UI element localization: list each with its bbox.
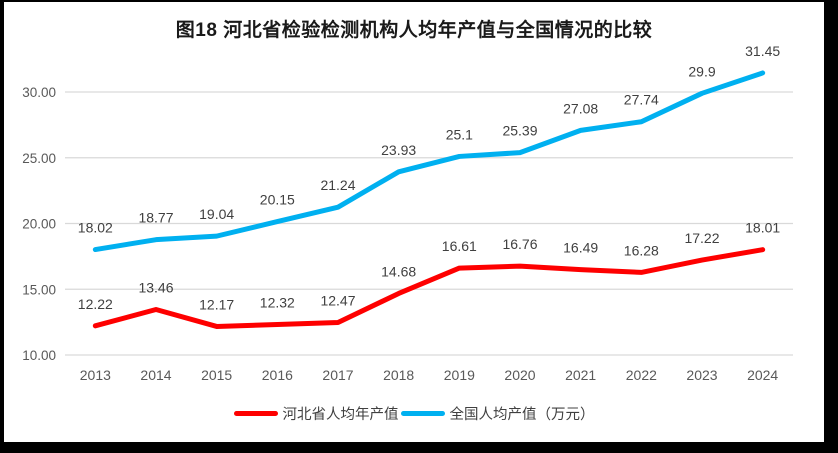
- data-label: 12.17: [199, 296, 234, 312]
- y-axis-tick-label: 30.00: [22, 85, 56, 100]
- y-axis-tick-label: 25.00: [22, 151, 56, 166]
- data-label: 27.74: [624, 92, 659, 108]
- data-label: 16.49: [563, 240, 598, 256]
- x-axis-tick-label: 2020: [504, 367, 535, 383]
- data-label: 19.04: [199, 206, 234, 222]
- data-label: 20.15: [260, 192, 295, 208]
- data-label: 25.1: [446, 126, 473, 142]
- x-axis-tick-label: 2015: [201, 367, 232, 383]
- y-axis-tick-label: 10.00: [22, 348, 56, 363]
- data-label: 18.01: [745, 220, 780, 236]
- legend-item-national: 全国人均产值（万元）: [400, 403, 595, 424]
- x-axis-tick-label: 2023: [686, 367, 717, 383]
- data-label: 18.02: [78, 220, 113, 236]
- y-axis-tick-label: 15.00: [22, 282, 56, 297]
- x-axis-tick-label: 2019: [444, 367, 475, 383]
- data-label: 29.9: [688, 63, 715, 79]
- chart-title: 图18 河北省检验检测机构人均年产值与全国情况的比较: [175, 20, 653, 41]
- data-label: 16.28: [624, 242, 659, 258]
- line-chart-plot: 10.00 15.00 20.00 25.00 30.00 2013 2014 2015 201…: [22, 43, 793, 383]
- x-axis-tick-label: 2018: [383, 367, 414, 383]
- series-line-0: [92, 247, 766, 329]
- chart-legend: 河北省人均年产值 全国人均产值（万元）: [4, 403, 824, 424]
- x-axis-tick-label: 2022: [626, 367, 657, 383]
- data-label: 14.68: [381, 263, 416, 279]
- data-label: 31.45: [745, 43, 780, 59]
- data-label: 27.08: [563, 100, 598, 116]
- legend-label-hebei: 河北省人均年产值: [282, 407, 399, 423]
- legend-swatch-red-line: [233, 411, 278, 416]
- series-line-1: [92, 70, 766, 253]
- x-axis-tick-label: 2013: [80, 367, 111, 383]
- x-axis-tick-label: 2024: [747, 367, 778, 383]
- x-axis-tick-label: 2014: [140, 367, 171, 383]
- data-label: 16.61: [442, 238, 477, 254]
- data-label: 23.93: [381, 142, 416, 158]
- x-axis-tick-label: 2021: [565, 367, 596, 383]
- legend-label-national: 全国人均产值（万元）: [449, 407, 595, 423]
- y-axis-tick-label: 20.00: [22, 217, 56, 232]
- data-label: 21.24: [320, 177, 355, 193]
- data-label: 13.46: [138, 280, 173, 296]
- data-label: 12.47: [320, 293, 355, 309]
- x-axis-tick-label: 2016: [262, 367, 293, 383]
- legend-item-hebei: 河北省人均年产值: [233, 403, 399, 424]
- x-axis-tick-label: 2017: [322, 367, 353, 383]
- data-label: 18.77: [138, 210, 173, 226]
- data-label: 12.22: [78, 296, 113, 312]
- data-label: 17.22: [684, 230, 719, 246]
- chart-canvas: 图18 河北省检验检测机构人均年产值与全国情况的比较 10.00 15.00 20.…: [4, 2, 824, 442]
- data-label: 12.32: [260, 294, 295, 310]
- data-label: 16.76: [502, 236, 537, 252]
- legend-swatch-blue-line: [400, 411, 445, 416]
- data-label: 25.39: [502, 123, 537, 139]
